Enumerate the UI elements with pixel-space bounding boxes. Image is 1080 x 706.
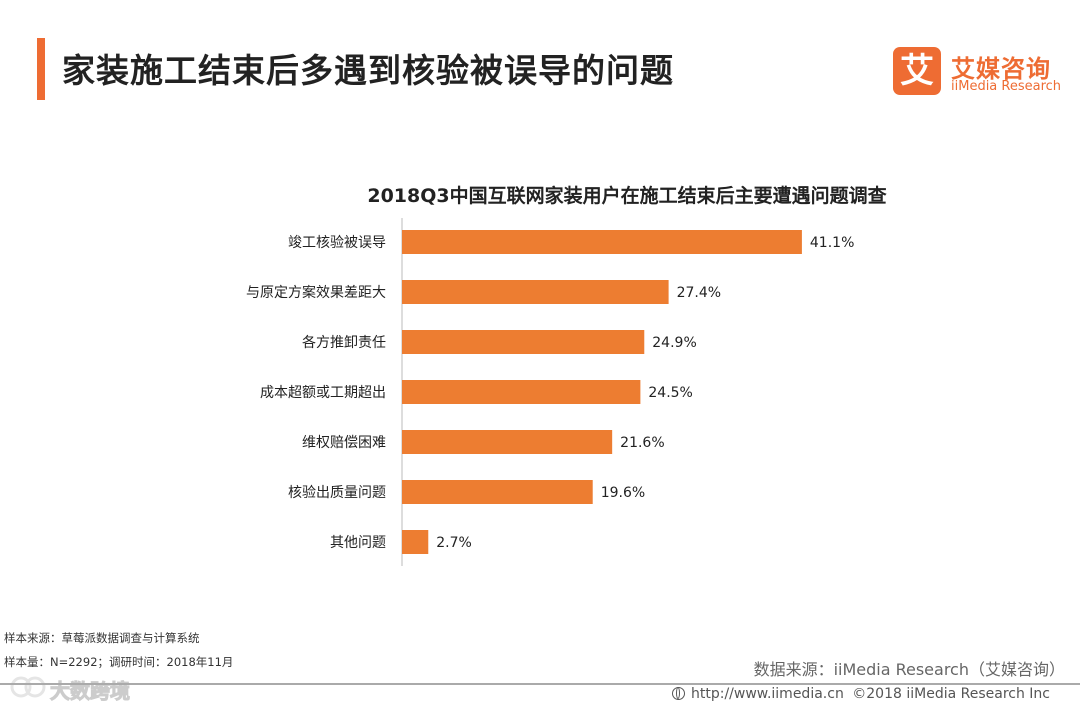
data-source-note: 数据来源：iiMedia Research（艾媒咨询）	[753, 660, 1065, 679]
bar	[402, 480, 593, 504]
value-label: 24.5%	[648, 385, 692, 401]
category-label: 竣工核验被误导	[288, 235, 386, 251]
copyright: ©2018 iiMedia Research Inc	[852, 686, 1050, 702]
value-label: 27.4%	[677, 285, 721, 301]
category-label: 各方推卸责任	[302, 335, 386, 351]
page-title: 家装施工结束后多遇到核验被误导的问题	[62, 51, 674, 90]
value-label: 21.6%	[620, 435, 664, 451]
category-label: 其他问题	[330, 535, 386, 551]
category-label: 成本超额或工期超出	[260, 385, 386, 401]
title-accent-bar	[37, 38, 45, 100]
value-label: 2.7%	[436, 535, 472, 551]
website-url: http://www.iimedia.cn	[691, 686, 844, 702]
bar	[402, 230, 802, 254]
logo-english-name: iiMedia Research	[951, 79, 1062, 94]
value-label: 19.6%	[601, 485, 645, 501]
footer-divider	[0, 683, 1080, 685]
sample-source-note: 样本来源：草莓派数据调查与计算系统	[4, 631, 200, 645]
value-label: 41.1%	[810, 235, 854, 251]
logo-chinese-name: 艾媒咨询	[951, 55, 1051, 83]
iimedia-logo: 艾 艾媒咨询 iiMedia Research	[893, 47, 1063, 97]
category-label: 维权赔偿困难	[302, 435, 386, 451]
chart-title: 2018Q3中国互联网家装用户在施工结束后主要遭遇问题调查	[367, 184, 887, 207]
category-label: 核验出质量问题	[288, 485, 386, 501]
bar	[402, 280, 669, 304]
category-label: 与原定方案效果差距大	[246, 284, 386, 301]
watermark-text: 大数跨境	[50, 679, 131, 704]
value-label: 24.9%	[652, 335, 696, 351]
footer-website: http://www.iimedia.cn	[672, 686, 844, 702]
watermark: 大数跨境	[8, 672, 148, 704]
bar	[402, 430, 613, 454]
bar	[402, 380, 641, 404]
bar	[402, 530, 429, 554]
watermark-logo-icon	[10, 676, 46, 698]
globe-icon	[672, 687, 685, 700]
logo-mark-icon: 艾	[893, 47, 941, 95]
bar	[402, 330, 645, 354]
sample-size-note: 样本量：N=2292；调研时间：2018年11月	[4, 655, 234, 669]
